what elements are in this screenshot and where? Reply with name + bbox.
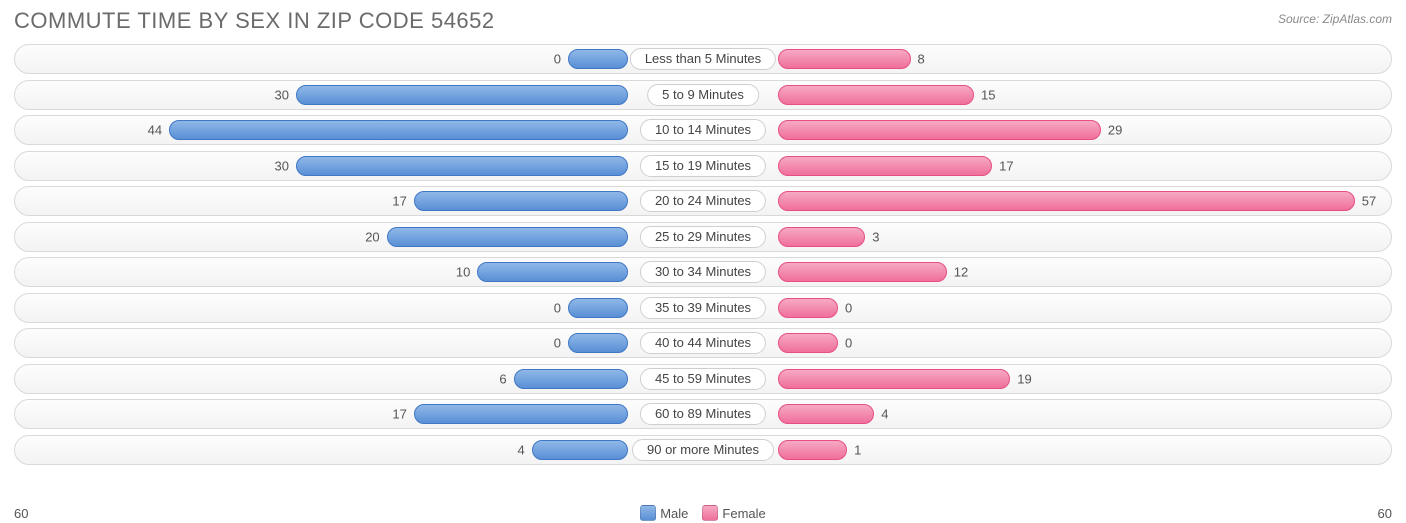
chart-footer: 60 Male Female 60	[14, 505, 1392, 521]
axis-left-max: 60	[14, 506, 28, 521]
bar-male	[477, 262, 628, 282]
row-category-label: 25 to 29 Minutes	[640, 226, 766, 248]
legend-male: Male	[640, 505, 688, 521]
value-female: 3	[872, 229, 879, 244]
chart-row: 40 to 44 Minutes 0 0	[14, 328, 1392, 358]
swatch-female	[702, 505, 718, 521]
row-category-label: 40 to 44 Minutes	[640, 332, 766, 354]
legend-male-label: Male	[660, 506, 688, 521]
row-category-label: 35 to 39 Minutes	[640, 297, 766, 319]
value-male: 0	[554, 336, 561, 351]
bar-female	[778, 120, 1101, 140]
bar-male	[296, 85, 628, 105]
value-male: 30	[275, 158, 289, 173]
bar-female	[778, 404, 874, 424]
value-female: 12	[954, 265, 968, 280]
bar-male	[514, 369, 628, 389]
row-category-label: 60 to 89 Minutes	[640, 403, 766, 425]
row-category-label: 15 to 19 Minutes	[640, 155, 766, 177]
value-male: 6	[499, 371, 506, 386]
value-female: 4	[881, 407, 888, 422]
chart-row: 90 or more Minutes 4 1	[14, 435, 1392, 465]
row-category-label: Less than 5 Minutes	[630, 48, 776, 70]
legend: Male Female	[640, 505, 766, 521]
chart-row: Less than 5 Minutes 0 8	[14, 44, 1392, 74]
chart-title: COMMUTE TIME BY SEX IN ZIP CODE 54652	[14, 8, 495, 34]
value-male: 20	[365, 229, 379, 244]
value-female: 29	[1108, 123, 1122, 138]
legend-female-label: Female	[722, 506, 765, 521]
bar-male	[414, 191, 628, 211]
bar-male	[296, 156, 628, 176]
bar-male	[532, 440, 628, 460]
value-male: 30	[275, 87, 289, 102]
bar-male	[568, 49, 628, 69]
row-category-label: 5 to 9 Minutes	[647, 84, 759, 106]
chart-body: Less than 5 Minutes085 to 9 Minutes30151…	[0, 38, 1406, 465]
chart-row: 30 to 34 Minutes 10 12	[14, 257, 1392, 287]
axis-right-max: 60	[1378, 506, 1392, 521]
bar-female	[778, 440, 847, 460]
value-female: 57	[1362, 194, 1376, 209]
bar-female	[778, 156, 992, 176]
row-category-label: 45 to 59 Minutes	[640, 368, 766, 390]
bar-female	[778, 49, 911, 69]
chart-row: 60 to 89 Minutes 17 4	[14, 399, 1392, 429]
bar-male	[568, 333, 628, 353]
value-female: 15	[981, 87, 995, 102]
value-female: 17	[999, 158, 1013, 173]
value-male: 0	[554, 52, 561, 67]
value-female: 19	[1017, 371, 1031, 386]
chart-header: COMMUTE TIME BY SEX IN ZIP CODE 54652 So…	[0, 0, 1406, 38]
bar-female	[778, 262, 947, 282]
chart-source: Source: ZipAtlas.com	[1278, 8, 1392, 26]
chart-row: 10 to 14 Minutes 44 29	[14, 115, 1392, 145]
bar-female	[778, 369, 1010, 389]
bar-male	[568, 298, 628, 318]
bar-female	[778, 85, 974, 105]
row-category-label: 10 to 14 Minutes	[640, 119, 766, 141]
value-male: 10	[456, 265, 470, 280]
bar-female	[778, 298, 838, 318]
chart-row: 35 to 39 Minutes 0 0	[14, 293, 1392, 323]
chart-row: 20 to 24 Minutes 17 57	[14, 186, 1392, 216]
value-male: 17	[392, 194, 406, 209]
bar-male	[169, 120, 628, 140]
row-category-label: 20 to 24 Minutes	[640, 190, 766, 212]
value-male: 44	[148, 123, 162, 138]
row-category-label: 90 or more Minutes	[632, 439, 774, 461]
value-male: 4	[518, 442, 525, 457]
bar-male	[414, 404, 628, 424]
chart-row: 45 to 59 Minutes 6 19	[14, 364, 1392, 394]
value-male: 17	[392, 407, 406, 422]
value-female: 8	[918, 52, 925, 67]
bar-male	[387, 227, 628, 247]
swatch-male	[640, 505, 656, 521]
bar-female	[778, 191, 1355, 211]
value-female: 0	[845, 300, 852, 315]
chart-row: 25 to 29 Minutes 20 3	[14, 222, 1392, 252]
chart-row: 5 to 9 Minutes 30 15	[14, 80, 1392, 110]
row-category-label: 30 to 34 Minutes	[640, 261, 766, 283]
legend-female: Female	[702, 505, 765, 521]
value-male: 0	[554, 300, 561, 315]
chart-row: 15 to 19 Minutes 30 17	[14, 151, 1392, 181]
value-female: 0	[845, 336, 852, 351]
value-female: 1	[854, 442, 861, 457]
bar-female	[778, 227, 865, 247]
bar-female	[778, 333, 838, 353]
